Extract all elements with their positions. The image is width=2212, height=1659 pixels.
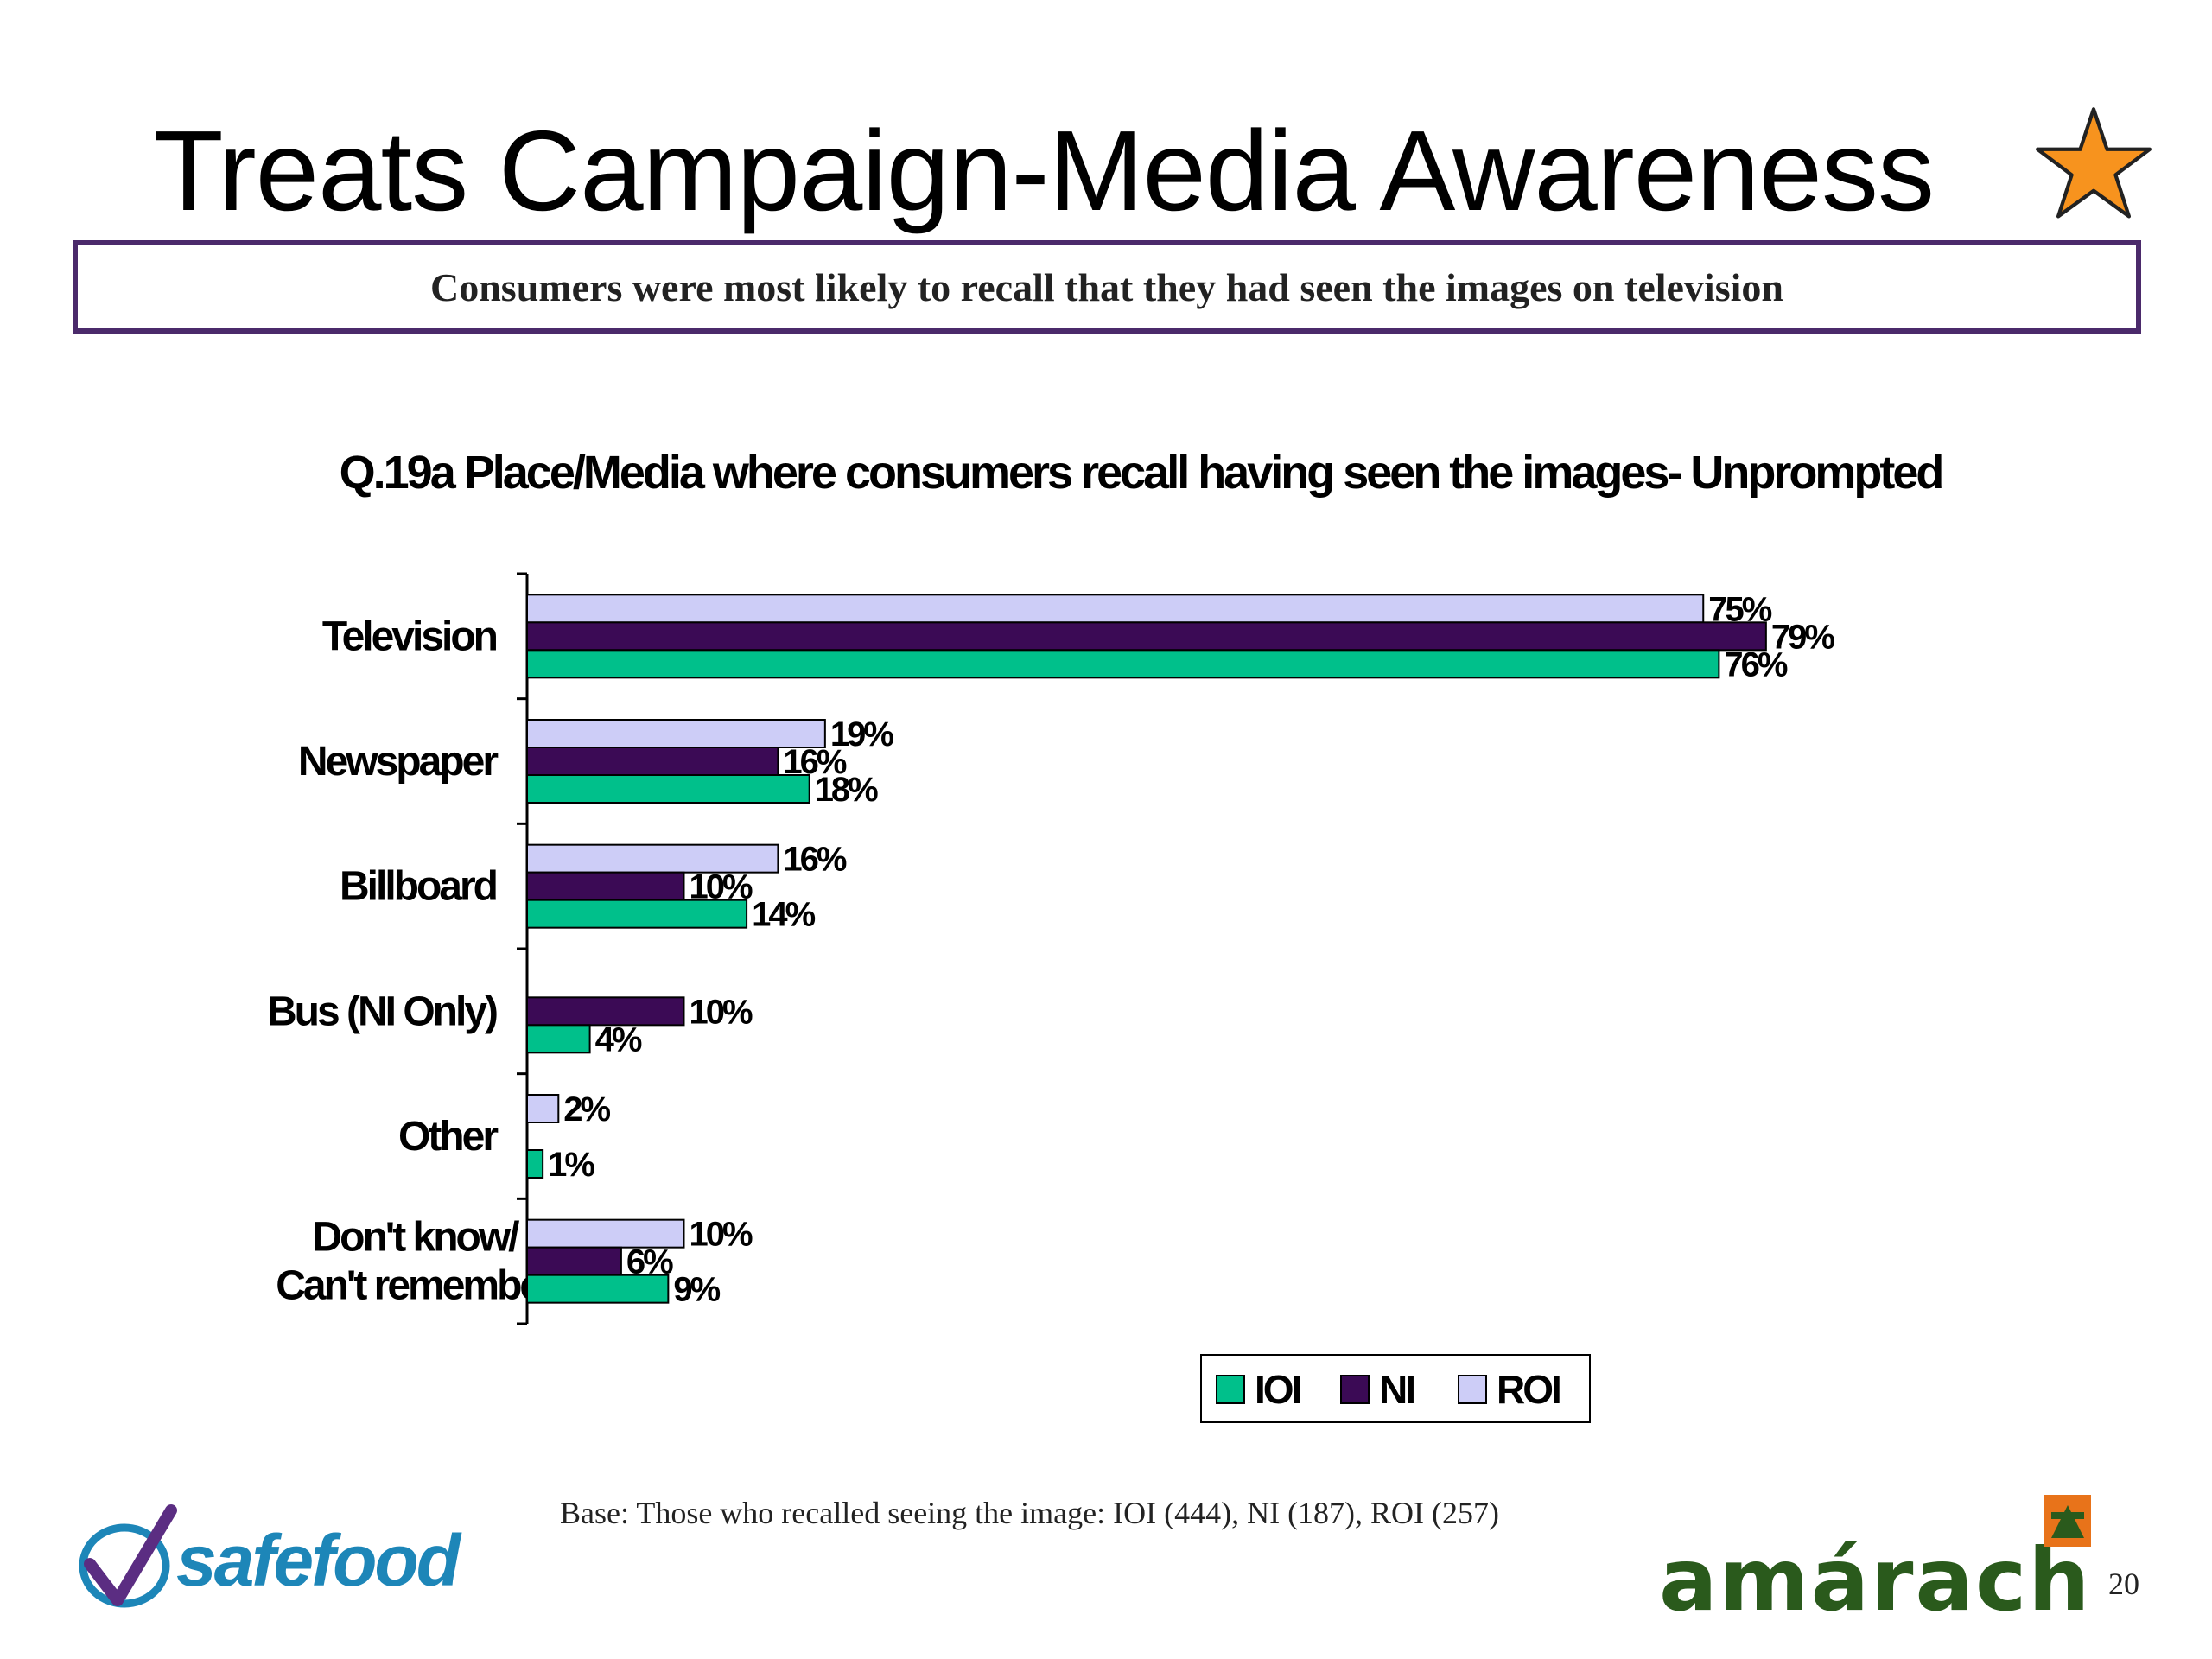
legend-box [1200, 1354, 1591, 1423]
bar-ioi [526, 899, 748, 929]
bar-roi [526, 843, 779, 874]
legend-swatch-ni [1340, 1375, 1370, 1404]
data-label: 10% [690, 1216, 753, 1254]
data-label: 79% [1771, 618, 1834, 656]
bar-roi [526, 594, 1705, 624]
bar-ioi [526, 1274, 670, 1304]
subtitle: Consumers were most likely to recall tha… [430, 264, 1783, 309]
data-label: 9% [673, 1271, 720, 1309]
category-label: Can't remember [276, 1263, 556, 1309]
data-label: 14% [752, 896, 815, 934]
base-note: Base: Those who recalled seeing the imag… [560, 1496, 1500, 1530]
safefood-logo: safefood [74, 1503, 506, 1616]
bar-roi [526, 1218, 685, 1249]
page-number: 20 [2108, 1567, 2139, 1601]
bar-ioi [526, 774, 810, 804]
bar-ioi [526, 1024, 591, 1054]
checkmark-icon [79, 1504, 177, 1608]
category-label: Newspaper [298, 739, 498, 785]
star-icon [2036, 107, 2152, 219]
legend-swatch-roi [1458, 1375, 1487, 1404]
bar-ioi [526, 1149, 544, 1179]
data-label: 18% [815, 771, 878, 809]
bar-ni [526, 1246, 622, 1276]
bar-ni [526, 621, 1767, 652]
safefood-logo-text: safefood [176, 1520, 461, 1601]
bar-ni [526, 871, 685, 901]
data-label: 4% [595, 1020, 642, 1058]
category-label: Other [398, 1114, 498, 1160]
legend-swatch-ioi [1216, 1375, 1245, 1404]
category-label: Don't know/ [312, 1215, 519, 1261]
legend-label-ni: NI [1379, 1367, 1414, 1412]
slide-title: Treats Campaign-Media Awareness [154, 107, 1935, 234]
data-label: 1% [548, 1146, 594, 1184]
bar-ni [526, 996, 685, 1027]
chart-title: Q.19a Place/Media where consumers recall… [339, 447, 1945, 499]
data-label: 76% [1724, 645, 1787, 683]
bar-roi [526, 1094, 560, 1123]
amarach-logo-text: amárach [1659, 1529, 2092, 1630]
category-label: Bus (NI Only) [267, 988, 497, 1034]
bar-ioi [526, 649, 1720, 679]
category-label: Television [322, 613, 497, 659]
data-label: 10% [690, 993, 753, 1031]
amarach-mark-icon [2044, 1495, 2091, 1547]
data-label: 2% [563, 1090, 610, 1128]
data-label: 19% [830, 715, 893, 753]
legend-label-roi: ROI [1497, 1367, 1560, 1412]
bar-roi [526, 719, 826, 748]
subtitle-box: Consumers were most likely to recall tha… [73, 240, 2141, 334]
legend-label-ioi: IOI [1255, 1367, 1300, 1412]
category-label: Billboard [340, 864, 497, 910]
amarach-logo: amárach [1659, 1495, 2108, 1633]
data-label: 16% [783, 841, 846, 879]
bar-ni [526, 747, 779, 776]
